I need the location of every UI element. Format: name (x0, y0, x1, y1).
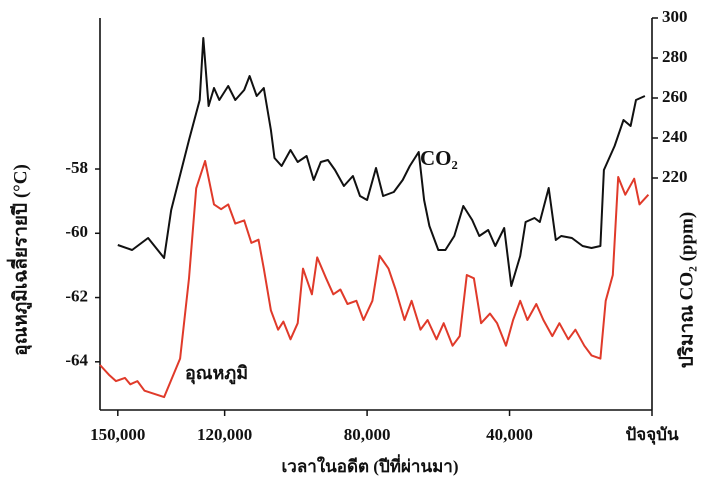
y-tick-label: -58 (65, 158, 88, 177)
y2-tick-label: 300 (662, 7, 688, 26)
y-tick-label: -62 (65, 286, 88, 305)
y-axis-label: อุณหภูมิเฉลี่ยรายปี (°C) (6, 164, 32, 356)
x-tick-label: 80,000 (344, 425, 391, 444)
y2-tick-label: 220 (662, 167, 688, 186)
series-annotation: อุณหภูมิ (185, 363, 248, 385)
y2-tick-label: 240 (662, 127, 688, 146)
y2-tick-label: 260 (662, 87, 688, 106)
y2-axis-label: ปริมาณ CO₂ (ppm) (676, 212, 697, 368)
series-annotation: CO₂ (420, 146, 458, 170)
y-tick-label: -60 (65, 222, 88, 241)
x-tick-label: 120,000 (197, 425, 252, 444)
y2-tick-label: 280 (662, 47, 688, 66)
x-tick-label: ปัจจุบัน (625, 425, 679, 445)
series-line (99, 160, 650, 399)
y-tick-label: -64 (65, 351, 88, 370)
series-line (117, 37, 646, 287)
x-tick-label: 40,000 (486, 425, 533, 444)
x-tick-label: 150,000 (90, 425, 145, 444)
x-axis-label: เวลาในอดีต (ปีที่ผ่านมา) (282, 454, 459, 476)
